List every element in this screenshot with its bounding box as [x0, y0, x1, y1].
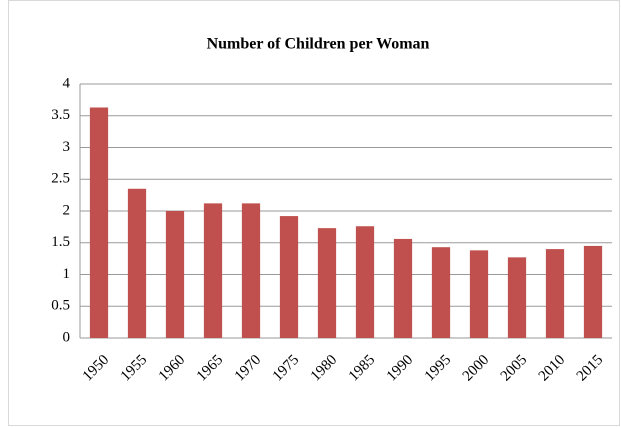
y-tick-label: 2 [63, 202, 71, 218]
y-tick-label: 3 [63, 139, 71, 155]
bar [317, 228, 337, 338]
bar [507, 257, 527, 338]
bar [393, 238, 413, 338]
y-tick-label: 3.5 [51, 107, 70, 123]
bar [165, 211, 185, 338]
y-tick-label: 4 [63, 75, 71, 91]
bar [203, 203, 223, 338]
bar [127, 188, 147, 338]
bar [545, 249, 565, 338]
bar [89, 107, 109, 339]
bar [279, 216, 299, 338]
y-tick-label: 1.5 [51, 234, 70, 250]
chart-title: Number of Children per Woman [207, 36, 430, 53]
y-tick-label: 1 [63, 266, 71, 282]
y-tick-label: 0 [63, 329, 71, 345]
bar [355, 226, 375, 338]
y-tick-label: 2.5 [51, 171, 70, 187]
bar [469, 250, 489, 338]
bar [583, 245, 603, 338]
y-tick-label: 0.5 [51, 298, 70, 314]
chart-border [8, 0, 620, 426]
bar [241, 203, 261, 338]
bar [431, 247, 451, 338]
